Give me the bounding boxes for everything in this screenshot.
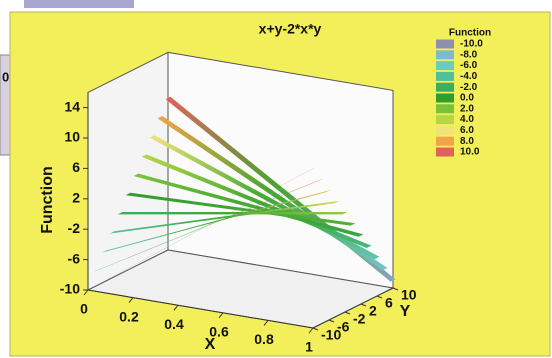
legend-label: -10.0 [460,39,483,50]
z-tick-label: 6 [72,159,80,175]
x-tick [218,312,224,319]
x-tick-label: 0.6 [209,324,229,340]
legend-swatch [436,61,454,71]
legend-swatch [436,104,454,114]
legend-label: 10.0 [460,147,480,158]
surface-ribbon [222,200,340,219]
x-tick-label: 0 [80,301,88,317]
y-tick [376,295,383,299]
surface-ribbon [206,178,324,227]
z-tick-label: 14 [64,98,80,114]
legend-swatch [436,71,454,81]
surface-ribbon [117,212,235,215]
y-tick [328,319,335,323]
legend-swatch [436,125,454,135]
surface-ribbon [165,96,283,191]
x-tick-label: 0.2 [119,308,139,324]
surface-ribbon [141,154,259,203]
surface-ribbon [214,189,332,223]
x-tick [83,289,89,296]
z-axis-label: Function [39,166,56,234]
z-tick-label: 10 [64,129,80,145]
legend-label: 2.0 [460,103,474,114]
legend-label: -2.0 [460,82,478,93]
z-tick-label: -10 [60,281,80,297]
y-tick-label: 2 [369,303,377,319]
y-tick-label: -10 [321,327,341,343]
y-tick-label: 6 [385,295,393,311]
legend-swatch [436,82,454,92]
y-tick [344,311,351,315]
x-tick [263,320,269,326]
legend-label: 8.0 [460,136,474,147]
surface-ribbon [149,135,267,199]
y-tick-label: 10 [401,287,417,303]
box-edge [87,92,394,329]
legend-title: Function [449,28,491,39]
x-tick [308,327,314,334]
surface-ribbon [125,192,243,211]
legend-swatch [436,136,454,146]
surface-ribbon [109,216,227,234]
y-tick [360,303,367,307]
legend-swatch [436,50,454,60]
y-tick [392,287,399,291]
x-tick-label: 1 [305,339,313,355]
surface-ribbon [157,116,275,195]
left-wall [87,51,169,291]
chart-title: x+y-2*x*y [259,21,322,37]
surface-ribbon [93,224,211,272]
toolbar-fragment [24,0,134,8]
legend-label: -8.0 [460,49,478,60]
z-tick-label: -6 [68,250,81,266]
legend-label: -4.0 [460,71,478,82]
surface-ribbon [198,167,316,231]
x-tick [128,297,134,303]
surface-ribbon [101,220,219,253]
surface-ribbon [85,228,203,292]
y-axis-label: Y [400,303,411,320]
x-tick-label: 0.8 [254,331,274,347]
side-text: 0 [2,69,9,84]
legend-label: 0.0 [460,93,474,104]
legend-swatch [436,115,454,125]
legend-swatch [436,39,454,49]
legend-label: 4.0 [460,114,474,125]
z-tick-label: -2 [68,220,81,236]
z-tick-label: 2 [72,190,80,206]
y-tick-label: -6 [337,319,350,335]
y-tick-label: -2 [353,311,366,327]
x-axis-label: X [205,336,216,353]
legend-swatch [436,147,454,157]
legend-swatch [436,93,454,103]
y-tick [312,327,319,331]
legend-label: 6.0 [460,125,474,136]
surface-ribbon [133,173,251,207]
x-tick-label: 0.4 [164,316,184,332]
x-tick [173,304,179,311]
legend-label: -6.0 [460,60,478,71]
